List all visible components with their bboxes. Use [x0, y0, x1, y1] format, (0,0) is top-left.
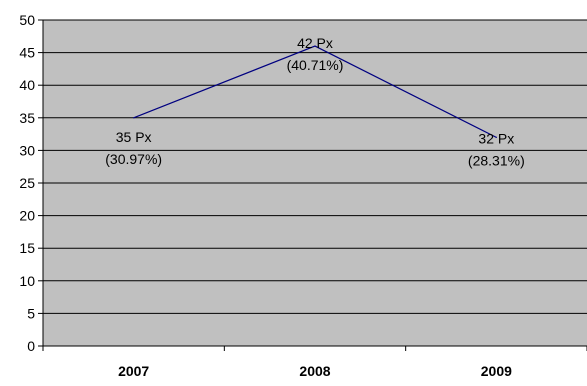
y-tick-label: 35 — [19, 110, 35, 126]
axes: 0 5 10 15 20 25 30 35 40 45 50 2007 2008 2009 — [19, 12, 587, 379]
data-label-percent: (40.71%) — [287, 57, 344, 73]
x-tick-label: 2009 — [481, 363, 512, 379]
data-point — [314, 45, 316, 47]
y-tick-label: 25 — [19, 175, 35, 191]
y-tick-label: 30 — [19, 142, 35, 158]
y-tick-label: 50 — [19, 12, 35, 28]
data-point — [495, 136, 497, 138]
data-label-percent: (30.97%) — [105, 151, 162, 167]
x-tick-label: 2008 — [299, 363, 330, 379]
data-label-percent: (28.31%) — [468, 152, 525, 168]
y-tick-label: 0 — [27, 338, 35, 354]
data-label-value: 35 Px — [116, 129, 152, 145]
y-tick-label: 10 — [19, 273, 35, 289]
data-label-value: 42 Px — [297, 35, 333, 51]
data-label-value: 32 Px — [478, 130, 514, 146]
gridlines — [43, 19, 587, 314]
series-layer — [133, 45, 497, 138]
y-tick-label: 15 — [19, 240, 35, 256]
x-tick-label: 2007 — [118, 363, 149, 379]
data-point — [133, 117, 135, 119]
y-tick-label: 20 — [19, 208, 35, 224]
y-tick-label: 45 — [19, 45, 35, 61]
y-tick-label: 40 — [19, 77, 35, 93]
data-labels: 35 Px (30.97%) 42 Px (40.71%) 32 Px (28.31%) — [105, 35, 524, 168]
y-tick-label: 5 — [27, 305, 35, 321]
